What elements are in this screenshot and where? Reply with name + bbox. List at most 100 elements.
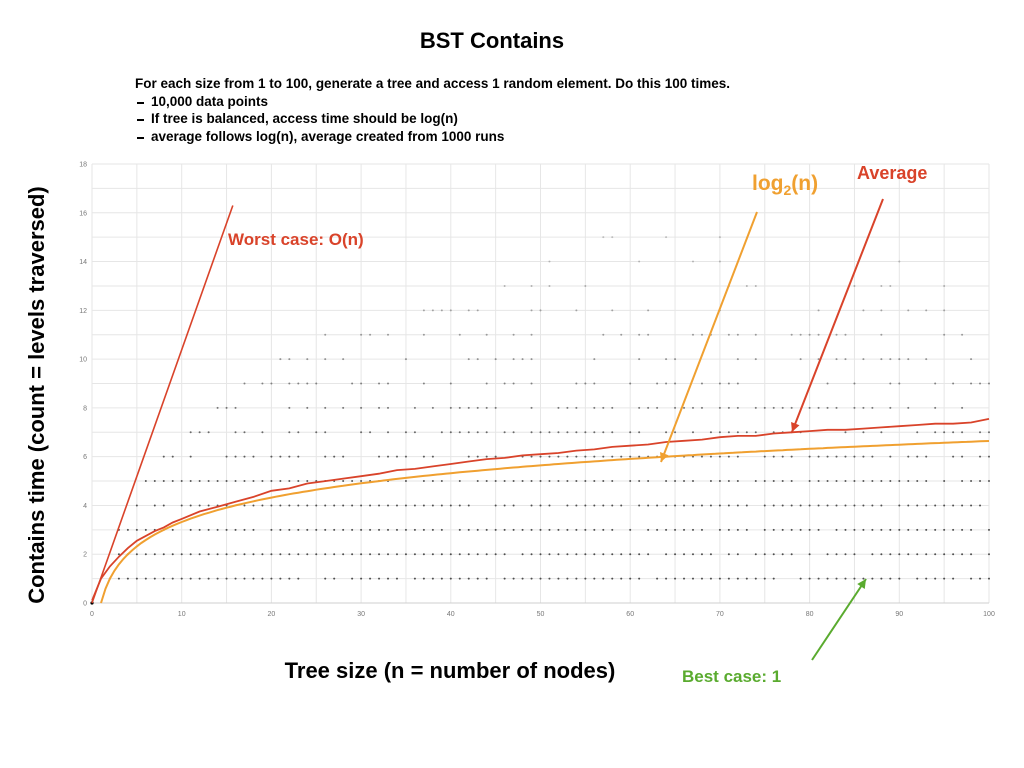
scatter-point <box>925 480 928 483</box>
scatter-point <box>566 480 569 483</box>
scatter-point <box>952 382 955 385</box>
scatter-point <box>736 455 739 458</box>
scatter-point <box>727 382 730 385</box>
scatter-point <box>799 358 802 361</box>
scatter-point <box>988 577 990 580</box>
scatter-point <box>476 309 479 312</box>
scatter-point <box>503 431 506 434</box>
scatter-point <box>225 577 228 580</box>
scatter-point <box>889 382 892 385</box>
scatter-point <box>548 504 551 507</box>
scatter-point <box>826 406 829 409</box>
scatter-point <box>521 480 524 483</box>
scatter-point <box>602 431 605 434</box>
scatter-point <box>512 480 515 483</box>
scatter-point <box>826 480 829 483</box>
scatter-point <box>871 406 874 409</box>
scatter-point <box>898 358 901 361</box>
scatter-point <box>539 480 542 483</box>
scatter-point <box>602 504 605 507</box>
scatter-point <box>512 358 515 361</box>
scatter-point <box>683 553 686 556</box>
x-tick-label: 40 <box>447 611 455 618</box>
scatter-point <box>548 553 551 556</box>
log-label-sub: 2 <box>784 182 792 198</box>
scatter-point <box>575 309 578 312</box>
scatter-point <box>440 577 443 580</box>
scatter-point <box>530 577 533 580</box>
scatter-point <box>171 480 174 483</box>
scatter-point <box>961 455 964 458</box>
scatter-point <box>521 528 524 531</box>
scatter-point <box>943 553 946 556</box>
scatter-point <box>288 431 291 434</box>
scatter-point <box>153 577 156 580</box>
scatter-point <box>620 333 623 336</box>
scatter-point <box>754 333 757 336</box>
scatter-point <box>853 528 856 531</box>
scatter-point <box>270 382 273 385</box>
scatter-point <box>387 504 390 507</box>
scatter-point <box>387 406 390 409</box>
scatter-point <box>476 358 479 361</box>
scatter-point <box>360 504 363 507</box>
scatter-point <box>144 480 147 483</box>
scatter-point <box>925 455 928 458</box>
scatter-point <box>853 480 856 483</box>
scatter-point <box>925 504 928 507</box>
scatter-point <box>754 406 757 409</box>
scatter-point <box>530 382 533 385</box>
scatter-point <box>575 577 578 580</box>
scatter-point <box>709 455 712 458</box>
scatter-point <box>494 455 497 458</box>
notes-intro: For each size from 1 to 100, generate a … <box>135 76 730 91</box>
best-case-arrow-head <box>857 579 866 589</box>
scatter-point <box>718 504 721 507</box>
scatter-point <box>144 528 147 531</box>
scatter-point <box>243 553 246 556</box>
scatter-point <box>916 504 919 507</box>
scatter-point <box>745 504 748 507</box>
scatter-point <box>674 406 677 409</box>
scatter-point <box>171 553 174 556</box>
scatter-point <box>700 406 703 409</box>
scatter-point <box>790 333 793 336</box>
x-tick-label: 90 <box>895 611 903 618</box>
scatter-point <box>512 577 515 580</box>
scatter-point <box>638 455 641 458</box>
scatter-point <box>862 528 865 531</box>
scatter-point <box>736 504 739 507</box>
scatter-point <box>961 553 964 556</box>
scatter-point <box>153 480 156 483</box>
scatter-point <box>288 455 291 458</box>
scatter-point <box>207 553 210 556</box>
scatter-point <box>808 528 811 531</box>
scatter-point <box>431 480 434 483</box>
scatter-point <box>324 504 327 507</box>
scatter-point <box>189 431 192 434</box>
scatter-point <box>907 309 910 312</box>
scatter-point <box>369 333 372 336</box>
scatter-point <box>665 504 668 507</box>
scatter-point <box>378 504 381 507</box>
scatter-point <box>853 382 856 385</box>
scatter-point <box>198 431 201 434</box>
scatter-point <box>530 284 533 287</box>
scatter-point <box>144 553 147 556</box>
scatter-point <box>754 480 757 483</box>
scatter-point <box>880 528 883 531</box>
scatter-point <box>467 309 470 312</box>
scatter-point <box>306 504 309 507</box>
scatter-point <box>288 358 291 361</box>
scatter-point <box>297 577 300 580</box>
scatter-point <box>907 480 910 483</box>
scatter-point <box>162 455 165 458</box>
scatter-point <box>889 455 892 458</box>
scatter-point <box>871 577 874 580</box>
scatter-point <box>324 406 327 409</box>
scatter-point <box>467 455 470 458</box>
scatter-point <box>817 577 820 580</box>
scatter-point <box>476 528 479 531</box>
log-label-main: log <box>752 172 784 195</box>
scatter-point <box>180 504 183 507</box>
